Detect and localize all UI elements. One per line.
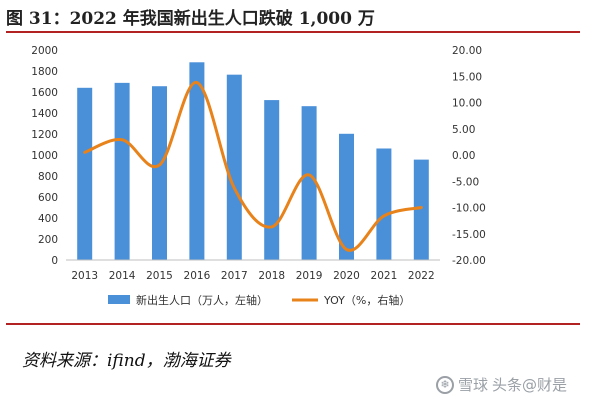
right-tick-label: -10.00 bbox=[452, 203, 486, 215]
right-tick-label: 5.00 bbox=[452, 124, 475, 136]
x-tick-label: 2016 bbox=[184, 270, 211, 282]
left-tick-label: 1000 bbox=[31, 150, 58, 162]
left-tick-label: 400 bbox=[38, 213, 58, 225]
line-series bbox=[83, 81, 423, 252]
x-tick-label: 2019 bbox=[296, 270, 323, 282]
x-tick-label: 2017 bbox=[221, 270, 248, 282]
x-tick-label: 2020 bbox=[333, 270, 360, 282]
left-tick-label: 1400 bbox=[31, 108, 58, 120]
left-tick-label: 0 bbox=[51, 255, 58, 267]
bar bbox=[152, 86, 167, 260]
x-tick-label: 2015 bbox=[146, 270, 173, 282]
bar-series bbox=[77, 62, 429, 261]
bar bbox=[114, 82, 130, 260]
left-tick-label: 1800 bbox=[31, 66, 58, 78]
legend: 新出生人口（万人，左轴） YOY（%，右轴） bbox=[108, 293, 410, 307]
x-axis: 2013 2014 2015 2016 2017 2018 2019 2020 2021 2022 bbox=[66, 259, 440, 282]
right-tick-label: 10.00 bbox=[452, 98, 482, 110]
left-axis: 0 200 400 600 800 1000 1200 1400 1600 1800 2000 bbox=[31, 45, 58, 267]
watermark-account: 头条@财是 bbox=[492, 376, 568, 394]
right-tick-label: 0.00 bbox=[452, 150, 475, 162]
bar bbox=[226, 74, 242, 260]
left-tick-label: 1600 bbox=[31, 87, 58, 99]
x-tick-label: 2013 bbox=[71, 270, 98, 282]
x-tick-label: 2018 bbox=[258, 270, 285, 282]
title-divider bbox=[6, 31, 580, 33]
legend-line-label: YOY（%，右轴） bbox=[323, 293, 410, 307]
bar bbox=[264, 100, 280, 261]
right-tick-label: -20.00 bbox=[452, 255, 486, 267]
yoy-line bbox=[83, 81, 423, 252]
legend-bar-label: 新出生人口（万人，左轴） bbox=[136, 293, 268, 307]
watermark: ❄ 雪球 头条@财是 bbox=[436, 374, 567, 395]
right-tick-label: -15.00 bbox=[452, 229, 486, 241]
left-tick-label: 800 bbox=[38, 171, 58, 183]
snowball-logo-icon: ❄ bbox=[436, 375, 454, 394]
x-tick-label: 2022 bbox=[408, 270, 435, 282]
bar bbox=[413, 159, 429, 260]
right-tick-label: 20.00 bbox=[452, 45, 482, 57]
watermark-brand: 雪球 bbox=[458, 376, 489, 394]
right-tick-label: 15.00 bbox=[452, 71, 482, 83]
bar bbox=[376, 148, 392, 260]
bar bbox=[339, 133, 354, 260]
x-tick-label: 2014 bbox=[109, 270, 136, 282]
chart-bottom-divider bbox=[6, 323, 580, 325]
bar bbox=[77, 87, 93, 260]
page-title: 图 31：2022 年我国新出生人口跌破 1,000 万 bbox=[6, 9, 375, 29]
right-axis: -20.00 -15.00 -10.00 -5.00 0.00 5.00 10.00 15.0… bbox=[452, 45, 486, 267]
bar bbox=[301, 106, 317, 260]
source-note: 资料来源：ifind，渤海证券 bbox=[22, 351, 231, 371]
x-tick-label: 2021 bbox=[371, 270, 398, 282]
bar bbox=[189, 62, 205, 260]
left-tick-label: 200 bbox=[38, 234, 58, 246]
left-tick-label: 2000 bbox=[31, 45, 58, 57]
left-tick-label: 1200 bbox=[31, 129, 58, 141]
right-tick-label: -5.00 bbox=[452, 176, 479, 188]
legend-bar-swatch bbox=[108, 295, 130, 304]
left-tick-label: 600 bbox=[38, 192, 58, 204]
chart-area: 0 200 400 600 800 1000 1200 1400 1600 1800 2000 -2… bbox=[31, 45, 486, 307]
